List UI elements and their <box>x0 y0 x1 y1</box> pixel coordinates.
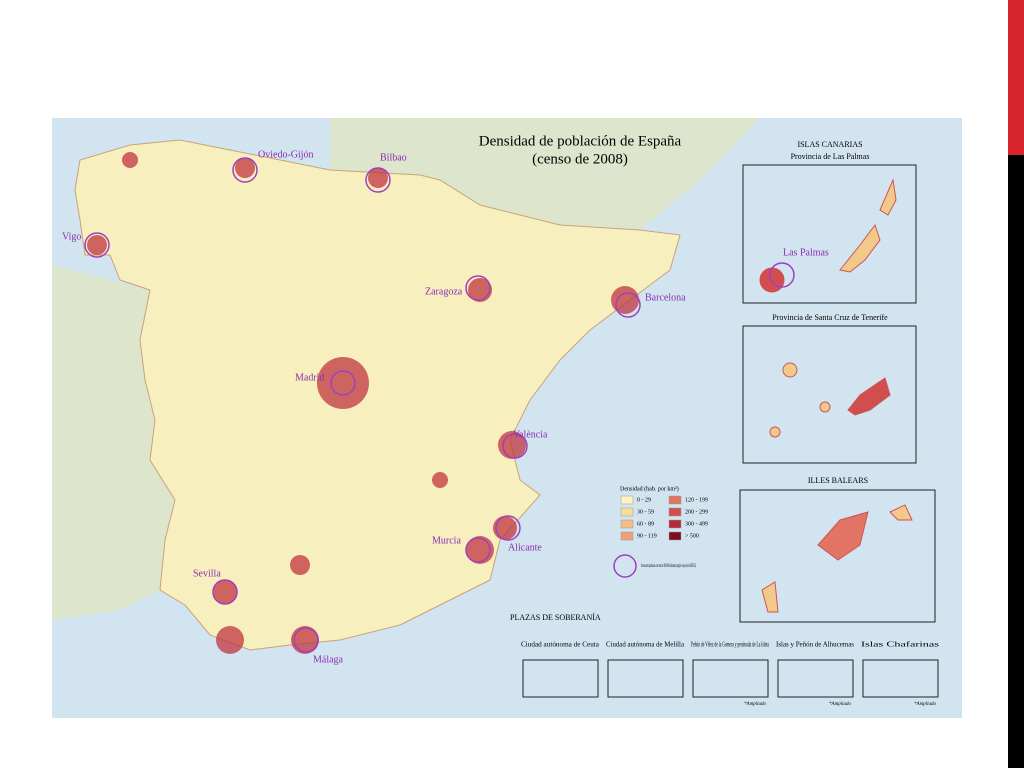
metro-marker <box>502 433 528 459</box>
metro-marker <box>330 370 356 396</box>
france <box>330 118 760 230</box>
plaza-note: *Ampliado <box>744 702 766 707</box>
plaza-box <box>607 659 684 698</box>
plaza-title: Islas Chafarinas <box>861 641 939 649</box>
plaza-box <box>777 659 854 698</box>
legend-swatch <box>668 531 682 541</box>
legend-label: 30 - 59 <box>637 509 654 515</box>
inset-heading: ISLAS CANARIAS <box>797 140 862 149</box>
metro-marker <box>365 167 391 193</box>
metro-marker <box>232 157 258 183</box>
map-subtitle: (censo de 2008) <box>532 151 628 167</box>
legend-swatch <box>668 495 682 505</box>
inset-title: ILLES BALEARS <box>808 476 868 485</box>
city-label: Alicante <box>508 542 542 553</box>
metro-marker <box>212 579 238 605</box>
city-label: Málaga <box>313 654 344 665</box>
legend-swatch <box>620 495 634 505</box>
metro-marker <box>615 292 641 318</box>
legend-metro-label: Áreas metropolitanas con más de 400 000 … <box>641 563 696 569</box>
side-bar <box>1008 155 1024 768</box>
city-label: Oviedo-Gijón <box>258 149 314 160</box>
metro-marker <box>84 232 110 258</box>
legend-label: 60 - 89 <box>637 521 654 527</box>
map-title: Densidad de población de España <box>479 133 682 149</box>
islands <box>759 178 913 613</box>
city-label: Vigo <box>62 231 81 242</box>
accent-bar <box>1008 0 1024 155</box>
legend-label: 0 - 29 <box>637 497 651 503</box>
legend-label: 300 - 499 <box>685 521 708 527</box>
metro-marker <box>465 537 491 563</box>
city-label: Sevilla <box>193 568 221 579</box>
spain <box>74 139 681 651</box>
inset-title: Provincia de Las Palmas <box>791 152 870 161</box>
legend-swatch <box>620 531 634 541</box>
plaza-box <box>692 659 769 698</box>
metro-marker <box>769 262 795 288</box>
city-label: Las Palmas <box>783 247 829 258</box>
city-label: Zaragoza <box>425 286 463 297</box>
plaza-note: *Ampliado <box>829 702 851 707</box>
legend-swatch <box>668 507 682 517</box>
metro-marker <box>495 515 521 541</box>
plaza-title: Ciudad autónoma de Ceuta <box>521 641 600 649</box>
section-title: PLAZAS DE SOBERANÍA <box>510 612 601 622</box>
legend-swatch <box>620 519 634 529</box>
legend-swatch <box>620 507 634 517</box>
legend-title: Densidad (hab. por km²) <box>620 485 679 492</box>
legend-label: 90 - 119 <box>637 533 657 539</box>
legend-metro <box>613 554 637 578</box>
city-label: Bilbao <box>380 152 407 163</box>
plaza-box <box>522 659 599 698</box>
metro-marker <box>293 627 319 653</box>
legend-label: 200 - 299 <box>685 509 708 515</box>
metro-marker <box>465 275 491 301</box>
city-label: Murcia <box>432 535 461 546</box>
portugal <box>52 118 175 620</box>
legend-label: 120 - 199 <box>685 497 708 503</box>
inset-box <box>742 325 917 464</box>
inset-box <box>742 164 917 304</box>
inset-title: Provincia de Santa Cruz de Tenerife <box>772 313 888 322</box>
plaza-title: Peñón de Vélez de la Gomera y península … <box>691 641 769 649</box>
plaza-box <box>862 659 939 698</box>
plaza-title: Ciudad autónoma de Melilla <box>606 641 685 649</box>
city-label: València <box>513 429 548 440</box>
plaza-title: Islas y Peñón de Alhucemas <box>776 641 854 649</box>
plaza-note: *Ampliado <box>914 702 936 707</box>
city-label: Madrid <box>295 372 324 383</box>
inset-box <box>739 489 936 623</box>
city-label: Barcelona <box>645 292 686 303</box>
legend-label: > 500 <box>685 533 699 539</box>
legend-swatch <box>668 519 682 529</box>
